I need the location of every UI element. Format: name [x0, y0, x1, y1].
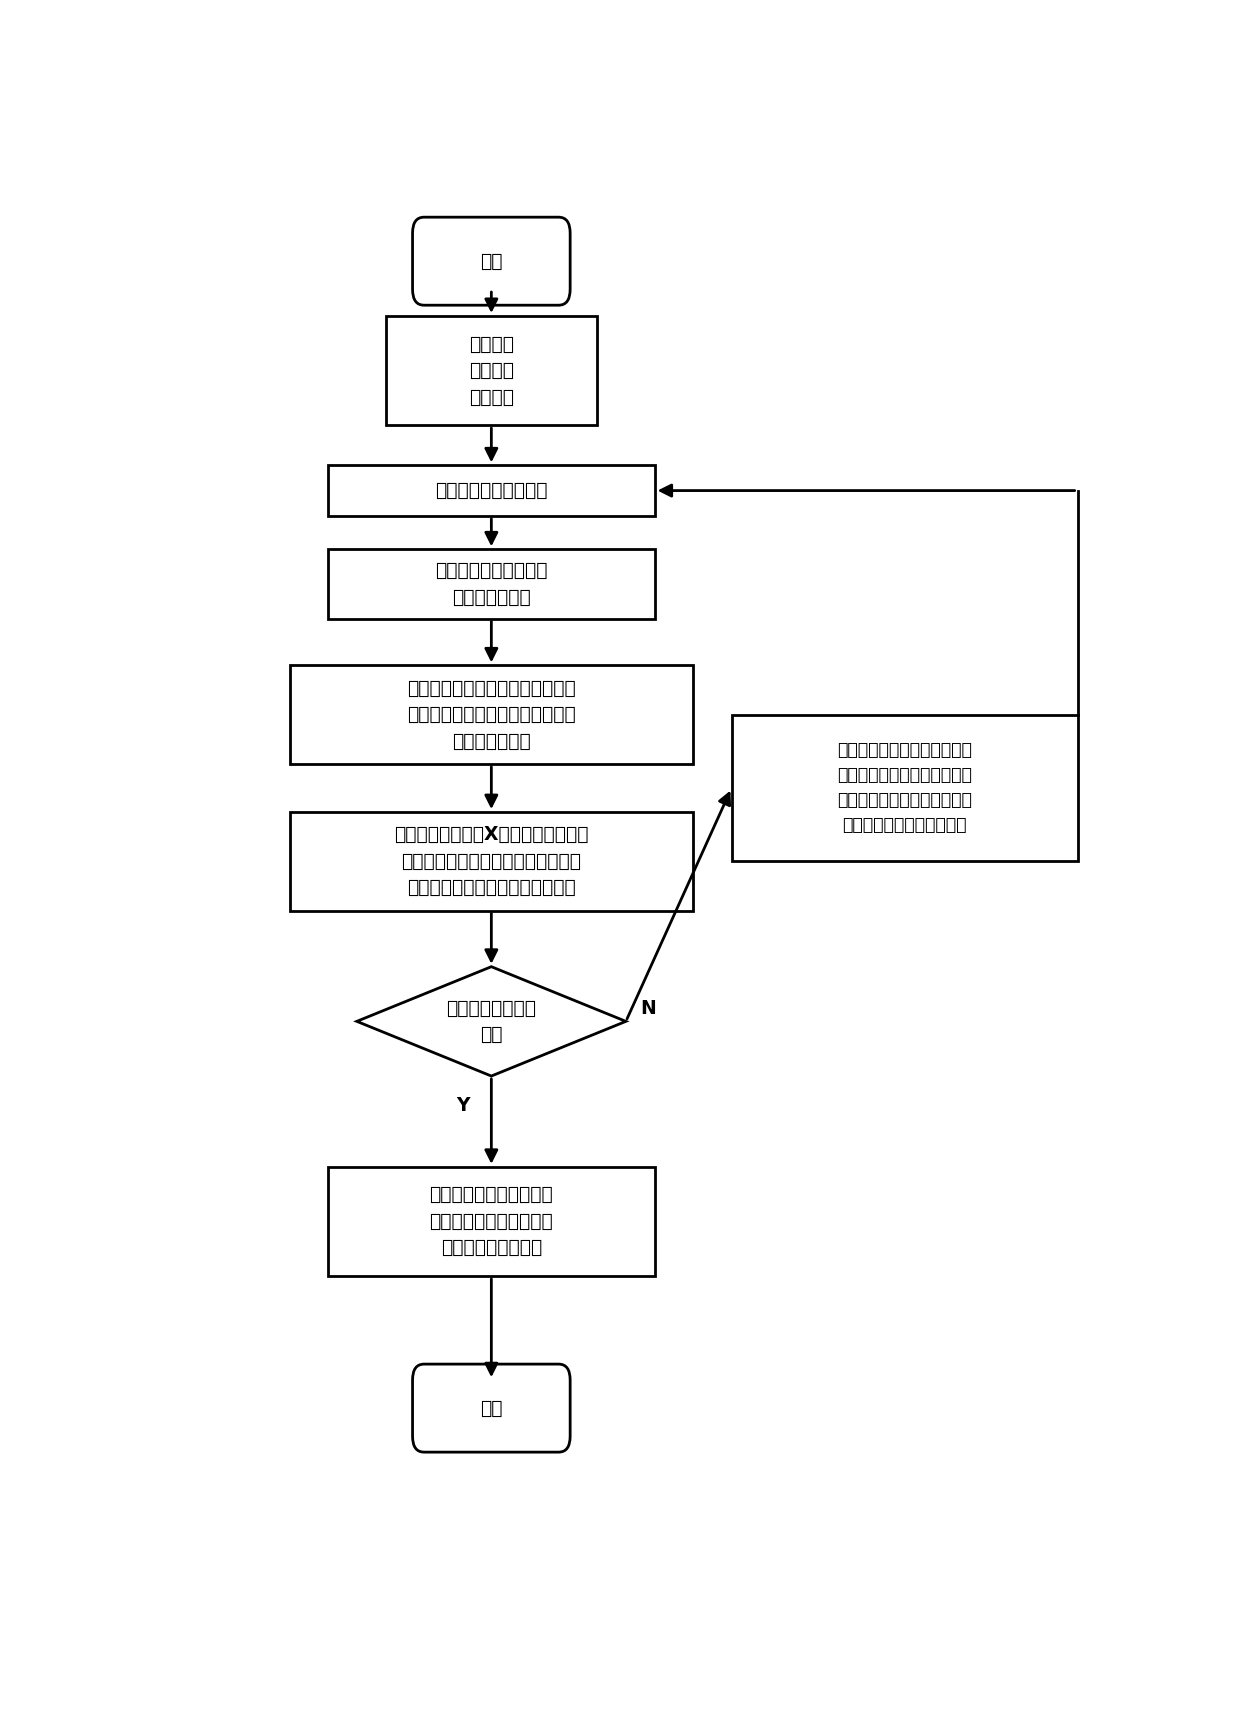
Bar	[289, 665, 693, 764]
Bar	[732, 715, 1078, 861]
Text: 结束: 结束	[480, 1399, 502, 1417]
Bar	[327, 1167, 655, 1276]
Text: N: N	[640, 999, 656, 1017]
Text: 气体循环过滤装置打开: 气体循环过滤装置打开	[435, 481, 548, 501]
FancyBboxPatch shape	[413, 1365, 570, 1451]
Text: Y: Y	[456, 1096, 469, 1115]
Bar	[327, 549, 655, 618]
Text: 模型是否已完全成
型？: 模型是否已完全成 型？	[446, 999, 537, 1044]
Text: 开始: 开始	[480, 251, 502, 270]
Polygon shape	[357, 966, 626, 1076]
FancyBboxPatch shape	[413, 216, 570, 305]
Text: 光纤激光器关闭，X轴扫描振镜旋转，
飞秒激光器打开，扫描振镜根据熔化
情况对层内和轮廓进行烧蚀修整。: 光纤激光器关闭，X轴扫描振镜旋转， 飞秒激光器打开，扫描振镜根据熔化 情况对层内…	[394, 826, 589, 897]
Bar	[327, 466, 655, 516]
Text: 飞秒激光器关闭，扫描振
镜复位，气体循环过滤装
置关闭，取出成型件: 飞秒激光器关闭，扫描振 镜复位，气体循环过滤装 置关闭，取出成型件	[429, 1185, 553, 1257]
Text: 光纤激光器打开，扫描振镜根据模
型信息控制光纤激光束对金属粉末
进行选择性熔化: 光纤激光器打开，扫描振镜根据模 型信息控制光纤激光束对金属粉末 进行选择性熔化	[407, 679, 575, 750]
Bar	[386, 315, 596, 426]
Text: 成型缸下降、粉料缸上
升、铺粉臂工作: 成型缸下降、粉料缸上 升、铺粉臂工作	[435, 561, 548, 606]
Text: 向计算机
系统导入
模型数据: 向计算机 系统导入 模型数据	[469, 334, 513, 407]
Text: 飞秒激光器关闭，扫描振镜复
位，计算机系统将下一层模型
切片数据进行处理，并将控制
信息传输给扫描振镜控制器: 飞秒激光器关闭，扫描振镜复 位，计算机系统将下一层模型 切片数据进行处理，并将控…	[837, 741, 972, 835]
Bar	[289, 812, 693, 911]
